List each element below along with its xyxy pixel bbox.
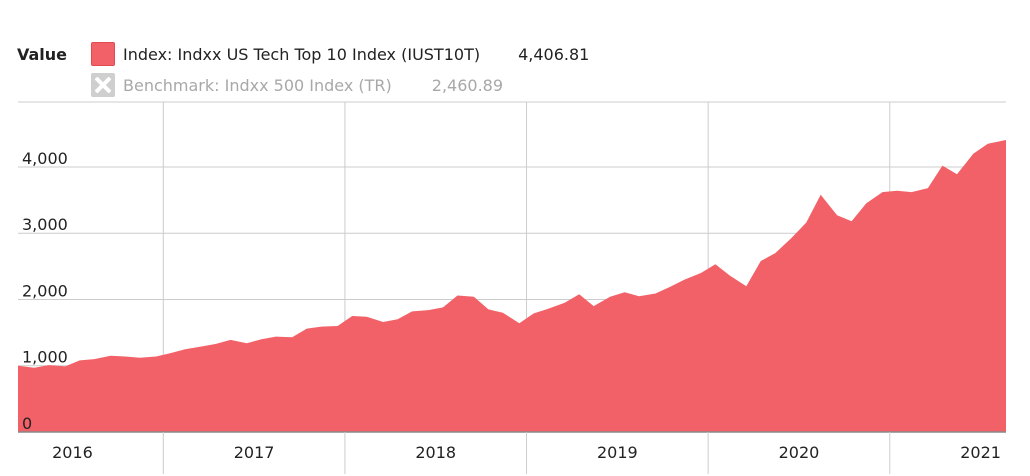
x-tick-label: 2017 — [234, 443, 275, 462]
x-tick-label: 2016 — [52, 443, 93, 462]
legend-item-index[interactable]: Index: Indxx US Tech Top 10 Index (IUST1… — [91, 41, 589, 67]
x-tick-label: 2020 — [779, 443, 820, 462]
x-tick-label: 2021 — [960, 443, 1001, 462]
series-area-fill — [18, 140, 1006, 432]
y-axis-tick-labels: 0 1,000 2,000 3,000 4,000 — [22, 149, 68, 433]
y-tick-label: 4,000 — [22, 149, 68, 168]
legend-series-value: 2,460.89 — [431, 75, 504, 95]
x-tick-label: 2018 — [415, 443, 456, 462]
y-tick-label: 3,000 — [22, 215, 68, 234]
series-disabled-x-icon[interactable] — [91, 73, 115, 97]
legend-series-name: Index: Indxx US Tech Top 10 Index (IUST1… — [123, 44, 481, 64]
x-tick-label: 2019 — [597, 443, 638, 462]
y-tick-label: 2,000 — [22, 281, 68, 300]
legend-series-value: 4,406.81 — [518, 44, 590, 64]
series-area — [18, 140, 1006, 432]
legend: Value Index: Indxx US Tech Top 10 Index … — [0, 0, 1030, 100]
legend-series-name: Benchmark: Indxx 500 Index (TR) — [123, 75, 392, 95]
legend-item-benchmark[interactable]: Benchmark: Indxx 500 Index (TR) 2,460.89 — [91, 72, 503, 98]
x-axis: 2016 2017 2018 2019 2020 2021 — [18, 431, 1006, 474]
series-swatch-icon[interactable] — [91, 42, 115, 66]
y-tick-label: 1,000 — [22, 348, 68, 367]
legend-title: Value — [17, 45, 68, 64]
y-tick-label: 0 — [22, 414, 32, 433]
